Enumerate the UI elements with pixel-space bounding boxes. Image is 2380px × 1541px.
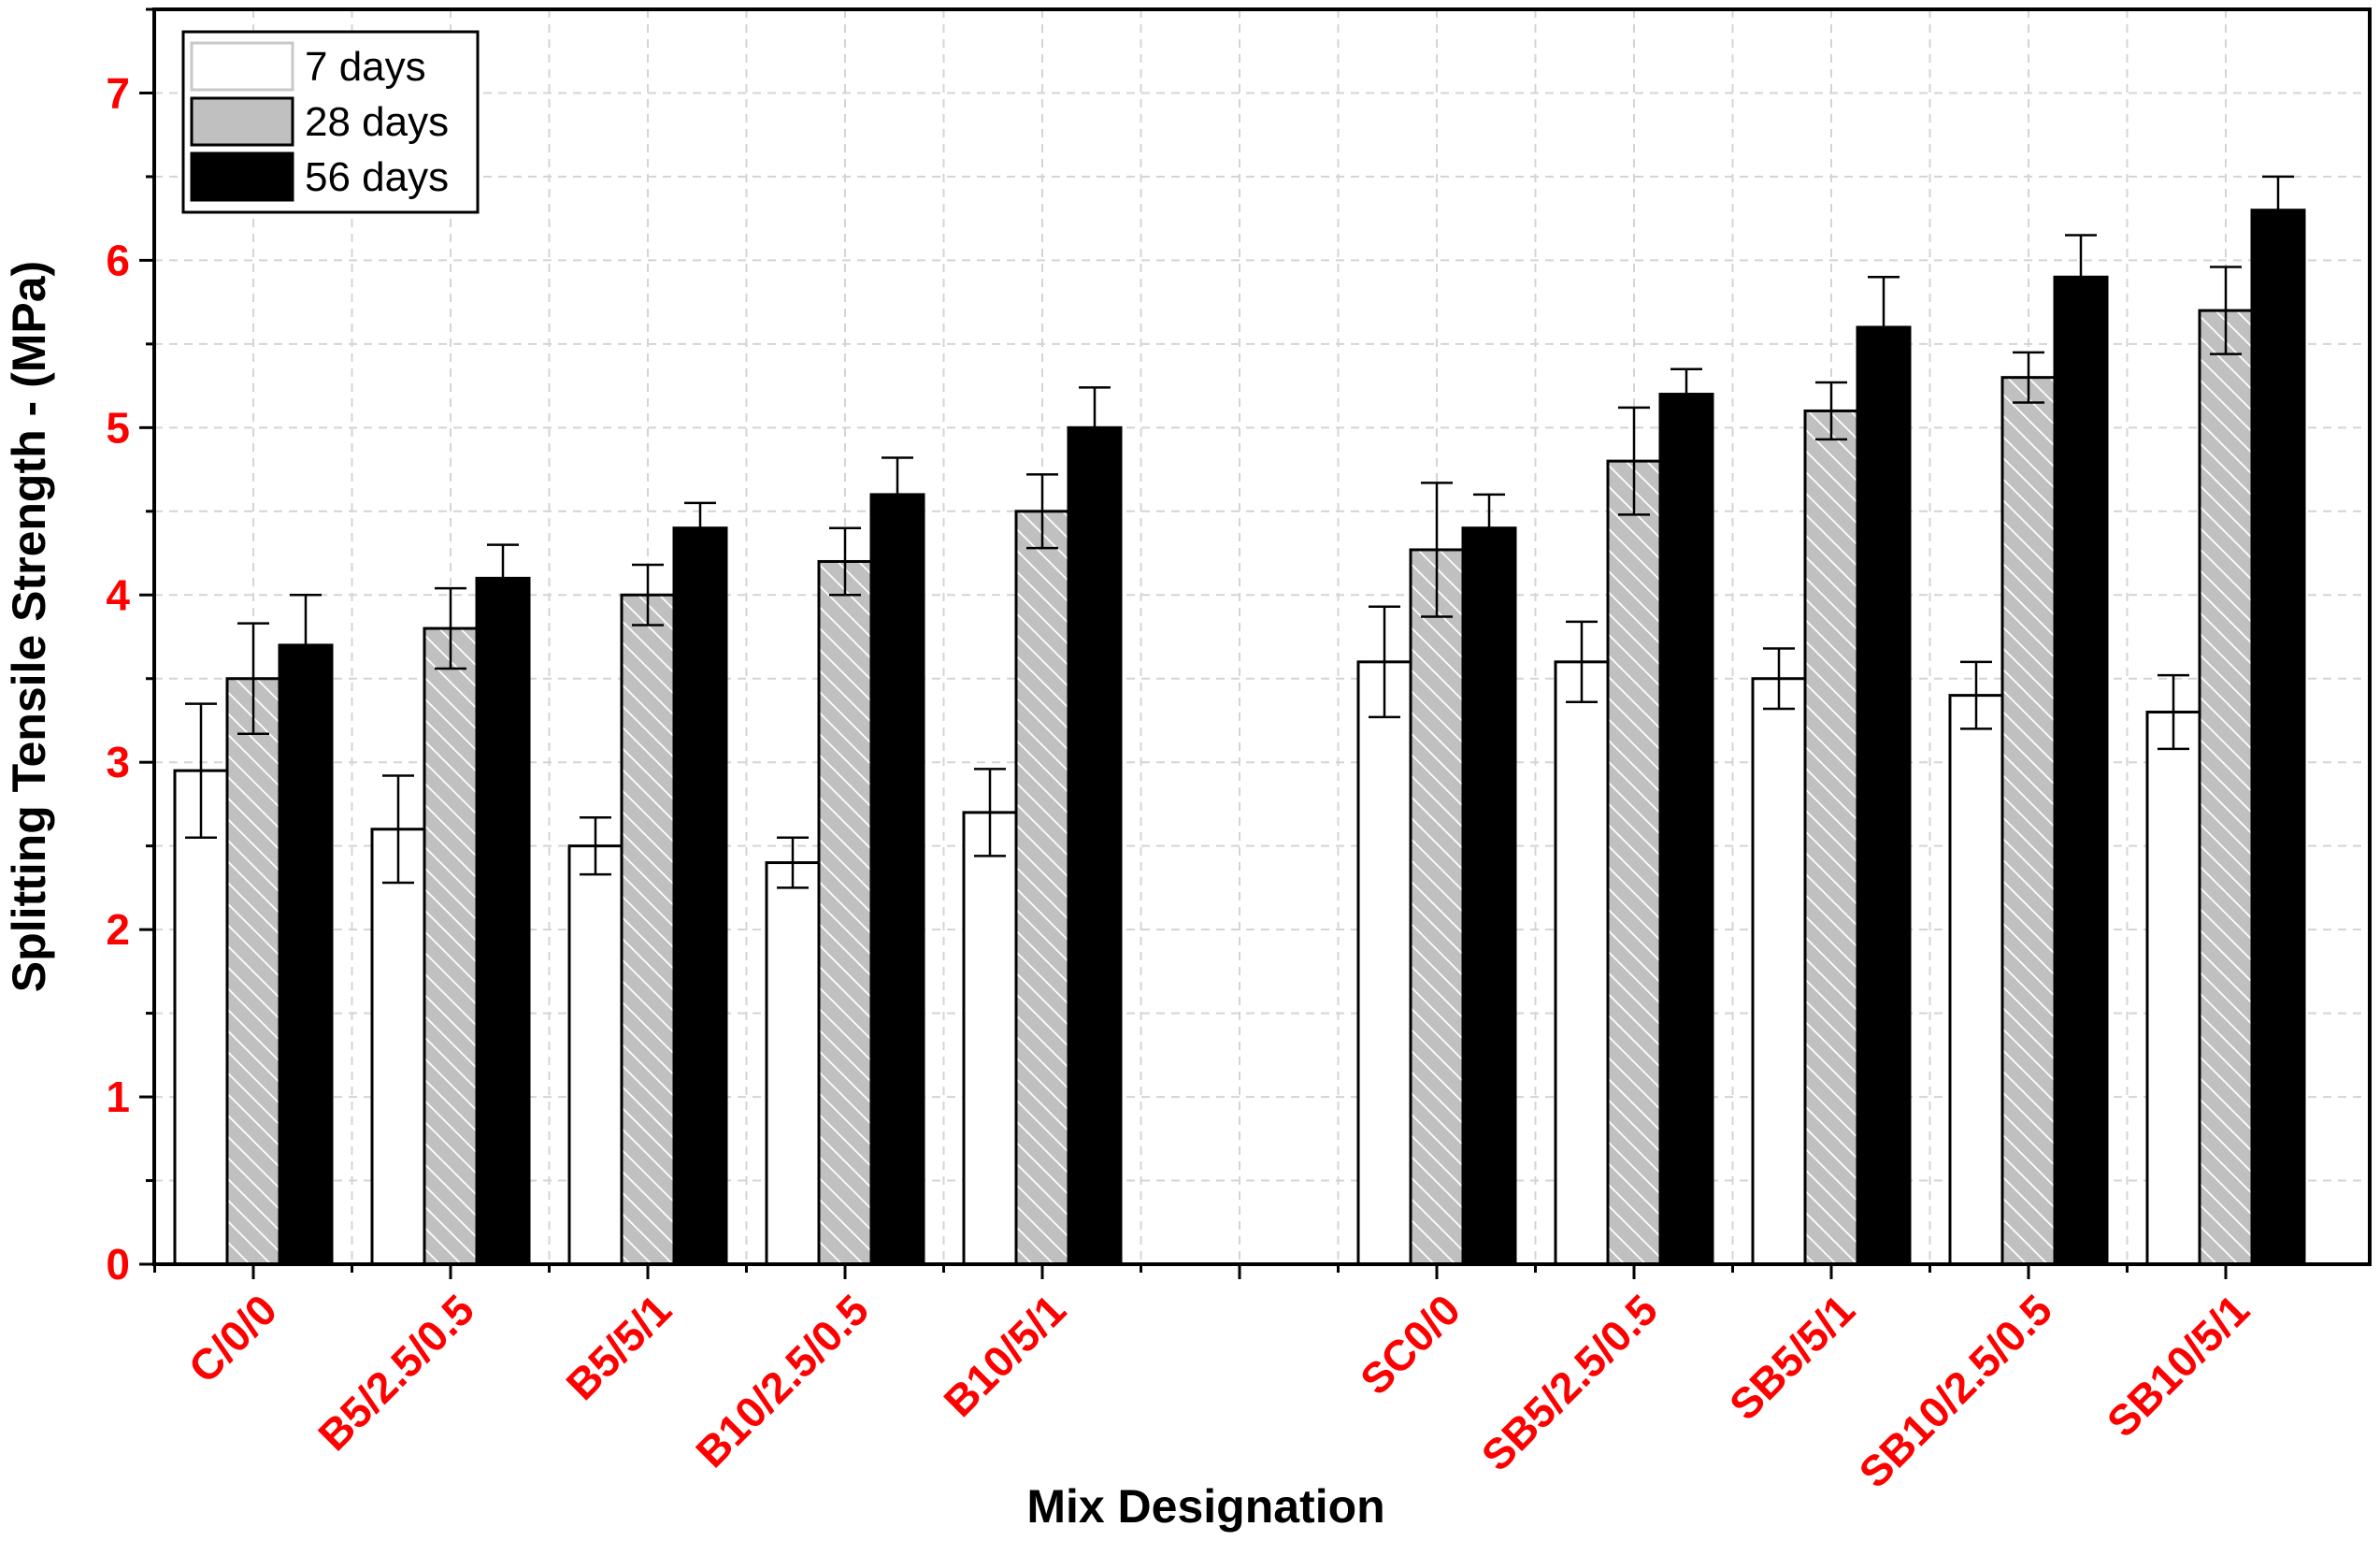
error-bar — [1815, 381, 1847, 441]
x-tick-label: B10/2.5/0.5 — [686, 1285, 878, 1476]
y-tick-label: 7 — [106, 68, 130, 117]
legend-label: 56 days — [305, 154, 449, 200]
bar-56-days-5 — [1461, 526, 1517, 1266]
error-bar — [1473, 493, 1505, 563]
legend-swatch-7-days — [190, 41, 294, 92]
bar-56-days-8 — [2053, 275, 2109, 1266]
bar-7-days-5 — [1356, 660, 1412, 1266]
bar-28-days-5 — [1409, 548, 1465, 1266]
y-axis-title: Splitting Tensile Strength - (MPa) — [3, 261, 55, 992]
error-bar — [882, 456, 913, 533]
bar-28-days-4 — [1014, 510, 1070, 1266]
x-tick-label: SB10/2.5/0.5 — [1849, 1285, 2061, 1497]
bar-7-days-6 — [1554, 660, 1610, 1266]
bar-28-days-7 — [1803, 409, 1859, 1266]
error-bar — [1079, 386, 1111, 469]
error-bar — [580, 815, 611, 876]
y-tick-label: 0 — [106, 1240, 130, 1289]
bar-56-days-3 — [869, 493, 925, 1266]
bar-7-days-3 — [765, 861, 821, 1266]
bar-56-days-0 — [278, 643, 334, 1266]
bar-28-days-3 — [817, 559, 873, 1266]
bar-28-days-0 — [225, 677, 281, 1266]
error-bar — [2210, 266, 2242, 355]
x-tick-label: B10/5/1 — [934, 1285, 1075, 1426]
error-bar — [777, 836, 809, 889]
error-bar — [2262, 175, 2294, 245]
y-tick-label: 6 — [106, 236, 130, 284]
bar-56-days-6 — [1658, 393, 1714, 1266]
bar-28-days-2 — [620, 593, 676, 1266]
bar-7-days-7 — [1751, 677, 1807, 1266]
error-bar — [1421, 482, 1453, 618]
error-bar — [1026, 473, 1058, 550]
error-bar — [237, 622, 269, 736]
bar-56-days-4 — [1067, 425, 1123, 1266]
x-tick-label: B5/2.5/0.5 — [308, 1285, 483, 1460]
error-bar — [1960, 660, 1992, 730]
error-bar — [684, 501, 716, 554]
x-tick-labels: C/0/0 B5/2.5/0.5 B5/5/1 B10/2.5/0.5 B10/5/1 S… — [179, 1285, 2259, 1497]
bar-7-days-0 — [173, 769, 229, 1266]
error-bar — [1369, 605, 1400, 719]
error-bar — [829, 526, 861, 597]
legend-label: 28 days — [305, 99, 449, 145]
legend-label: 7 days — [305, 44, 426, 90]
error-bar — [2065, 234, 2097, 321]
y-tick-labels: 0 1 2 3 4 5 6 7 — [106, 68, 130, 1289]
error-bar — [1618, 406, 1650, 516]
error-bar — [632, 563, 664, 626]
x-tick-label: SB10/5/1 — [2098, 1285, 2258, 1446]
bar-28-days-8 — [2000, 376, 2057, 1266]
bar-56-days-9 — [2250, 209, 2306, 1266]
bar-7-days-8 — [1948, 694, 2004, 1266]
error-bar — [185, 702, 217, 839]
error-bars — [185, 175, 2294, 889]
x-tick-label: B5/5/1 — [556, 1285, 681, 1409]
bar-7-days-9 — [2145, 711, 2201, 1266]
error-bar — [1868, 276, 1900, 379]
error-bar — [1566, 620, 1598, 704]
bar-56-days-1 — [475, 576, 531, 1266]
legend: 7 days 28 days 56 days — [181, 30, 480, 214]
error-bar — [974, 768, 1006, 857]
x-tick-label: SB5/5/1 — [1720, 1285, 1864, 1429]
x-tick-label: SB5/2.5/0.5 — [1472, 1285, 1668, 1480]
bar-7-days-1 — [370, 828, 426, 1266]
y-tick-label: 1 — [106, 1073, 130, 1121]
y-tick-label: 4 — [106, 570, 130, 619]
error-bar — [2158, 673, 2189, 751]
y-tick-label: 5 — [106, 403, 130, 452]
error-bar — [435, 586, 466, 670]
bar-7-days-4 — [962, 811, 1018, 1266]
error-bar — [290, 594, 322, 697]
bar-56-days-2 — [672, 526, 728, 1266]
x-tick-label: C/0/0 — [179, 1285, 287, 1392]
x-axis-title: Mix Designation — [1026, 1480, 1384, 1533]
bar-56-days-7 — [1856, 325, 1912, 1266]
x-tick-label: SC0/0 — [1351, 1285, 1470, 1404]
error-bar — [1670, 367, 1702, 421]
error-bar — [382, 774, 414, 885]
legend-swatch-28-days — [190, 96, 294, 147]
error-bar — [487, 543, 519, 613]
plot-frame — [152, 7, 2372, 1266]
y-tick-label: 2 — [106, 905, 130, 954]
bar-7-days-2 — [567, 844, 624, 1266]
bar-28-days-1 — [423, 626, 479, 1266]
error-bar — [2013, 351, 2044, 404]
y-tick-label: 3 — [106, 738, 130, 786]
error-bar — [1763, 647, 1795, 711]
bar-28-days-9 — [2198, 309, 2254, 1266]
axis-ticks — [139, 7, 2228, 1279]
bar-28-days-6 — [1606, 459, 1662, 1266]
bars — [173, 209, 2306, 1266]
legend-swatch-56-days — [190, 151, 294, 202]
